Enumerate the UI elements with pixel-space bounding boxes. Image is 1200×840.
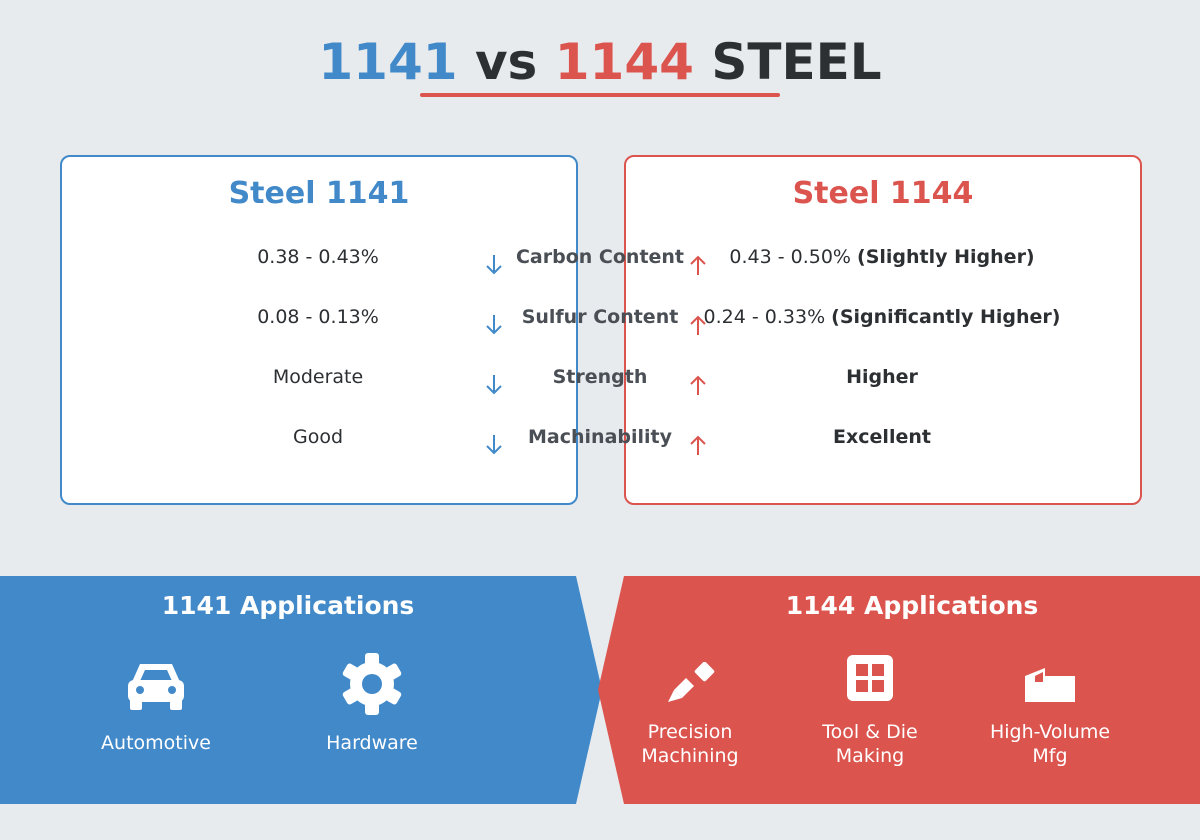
title-vs: vs xyxy=(474,33,538,91)
title-underline xyxy=(420,93,780,97)
app-label-hardware: Hardware xyxy=(326,732,418,754)
steel-1141-card-title: Steel 1141 xyxy=(228,176,410,211)
sulfur-1144-value: 0.24 - 0.33% (Significantly Higher) xyxy=(704,305,1061,329)
machinability-1144-value: Excellent xyxy=(833,426,931,448)
applications-1141-band xyxy=(0,576,602,804)
app-label-tool-die-line1: Tool & Die xyxy=(822,721,918,743)
steel-1144-card-title: Steel 1144 xyxy=(792,176,974,211)
property-machinability: Machinability xyxy=(528,426,672,448)
arrow-down-icon xyxy=(484,313,504,337)
arrow-down-icon xyxy=(484,433,504,457)
applications-1144-title: 1144 Applications xyxy=(785,591,1039,620)
arrow-down-icon xyxy=(484,253,504,277)
arrow-up-icon xyxy=(688,313,708,337)
applications-1141-title: 1141 Applications xyxy=(161,591,415,620)
car-icon xyxy=(126,660,186,712)
arrow-up-icon xyxy=(688,433,708,457)
arrow-up-icon xyxy=(688,373,708,397)
page-title: 1141 vs 1144 STEEL xyxy=(0,32,1200,92)
arrow-up-icon xyxy=(688,253,708,277)
steel-1144-card: Steel 1144 xyxy=(624,155,1142,505)
carbon-1144-value: 0.43 - 0.50% (Slightly Higher) xyxy=(729,245,1034,269)
app-label-precision-machining: Precision Machining xyxy=(641,720,738,768)
arrow-down-icon xyxy=(484,373,504,397)
app-label-precision-line1: Precision xyxy=(647,721,733,743)
gear-icon xyxy=(341,653,403,715)
title-steel: STEEL xyxy=(711,33,882,91)
title-grade-1141: 1141 xyxy=(318,33,458,91)
app-label-precision-line2: Machining xyxy=(641,745,739,767)
strength-1144-value: Higher xyxy=(846,366,918,388)
carbon-1141-value: 0.38 - 0.43% xyxy=(257,246,379,268)
sulfur-1141-value: 0.08 - 0.13% xyxy=(257,306,379,328)
grid-icon xyxy=(847,655,893,701)
app-label-high-volume: High-Volume Mfg xyxy=(990,720,1110,768)
property-sulfur-content: Sulfur Content xyxy=(521,306,679,328)
app-label-high-volume-line1: High-Volume xyxy=(989,721,1111,743)
app-label-high-volume-line2: Mfg xyxy=(1032,745,1068,767)
app-label-tool-die-line2: Making xyxy=(835,745,905,767)
app-label-tool-die: Tool & Die Making xyxy=(822,720,917,768)
carbon-1144-note: (Slightly Higher) xyxy=(857,246,1035,268)
factory-icon xyxy=(1023,664,1077,704)
strength-1141-value: Moderate xyxy=(272,366,364,388)
title-grade-1144: 1144 xyxy=(554,33,694,91)
sulfur-1144-range: 0.24 - 0.33% xyxy=(703,306,826,328)
pen-tool-icon xyxy=(664,662,716,704)
property-strength: Strength xyxy=(552,366,648,388)
applications-1144-band xyxy=(598,576,1200,804)
property-carbon-content: Carbon Content xyxy=(515,246,685,268)
carbon-1144-range: 0.43 - 0.50% xyxy=(729,246,851,268)
machinability-1141-value: Good xyxy=(292,426,344,448)
sulfur-1144-note: (Significantly Higher) xyxy=(831,306,1061,328)
app-label-automotive: Automotive xyxy=(101,732,211,754)
